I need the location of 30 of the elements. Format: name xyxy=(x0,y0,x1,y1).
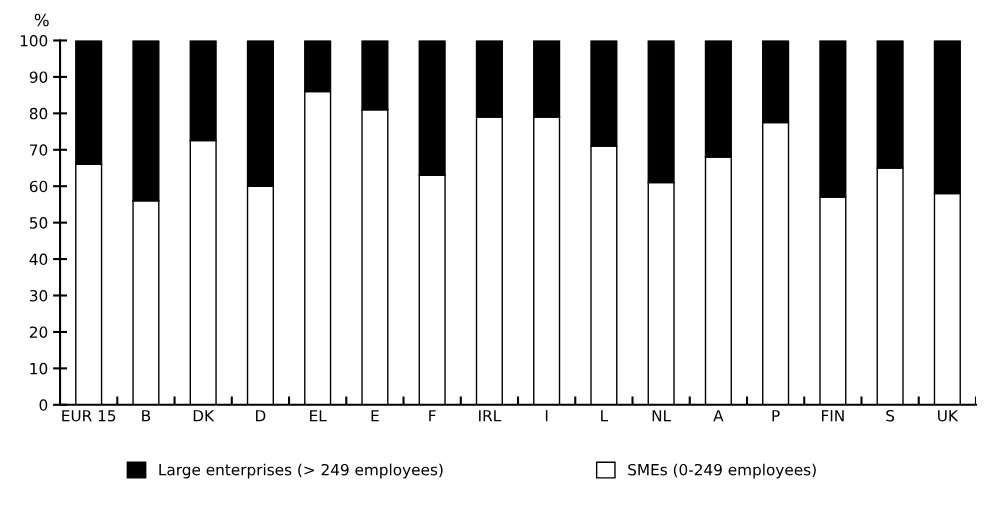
y-tick-label: 40 xyxy=(29,253,48,266)
legend-label: SMEs (0-249 employees) xyxy=(628,463,816,479)
y-tick-label: 20 xyxy=(29,326,48,338)
x-tick-label: EL xyxy=(310,410,327,422)
x-tick-label: I xyxy=(545,410,548,422)
y-tick-label: 30 xyxy=(29,289,48,302)
x-tick-label: S xyxy=(886,409,895,422)
x-tick-label: DK xyxy=(193,410,215,422)
x-tick-label: E xyxy=(371,410,379,422)
x-tick-label: FIN xyxy=(822,410,844,422)
x-tick-label: IRL xyxy=(479,410,502,422)
y-tick-label: 60 xyxy=(29,180,48,193)
x-tick-label: EUR 15 xyxy=(62,410,116,422)
x-tick-label: L xyxy=(601,410,609,422)
y-tick-label: 90 xyxy=(29,71,48,83)
x-tick-label: P xyxy=(772,410,780,422)
legend-label: Large enterprises (> 249 employees) xyxy=(159,463,443,479)
y-tick-label: 100 xyxy=(20,34,48,47)
x-tick-label: NL xyxy=(652,410,672,422)
y-tick-label: 50 xyxy=(29,217,48,229)
y-tick-label: 10 xyxy=(30,362,48,375)
y-axis-title: % xyxy=(34,13,49,27)
y-tick-label: 70 xyxy=(30,144,48,156)
x-tick-label: B xyxy=(142,410,151,422)
x-tick-label: F xyxy=(429,410,436,422)
y-tick-label: 80 xyxy=(29,107,48,120)
x-tick-label: D xyxy=(256,410,266,422)
y-tick-label: 0 xyxy=(39,399,48,411)
x-tick-label: UK xyxy=(938,410,959,422)
x-tick-label: A xyxy=(713,410,724,422)
